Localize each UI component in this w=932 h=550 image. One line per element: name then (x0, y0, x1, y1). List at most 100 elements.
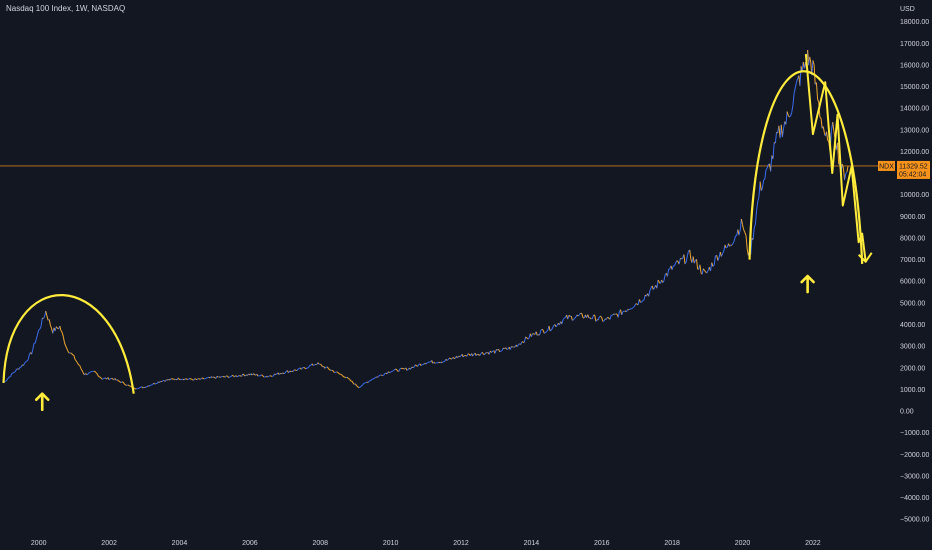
price-segment (589, 317, 592, 320)
price-segment (743, 229, 746, 233)
price-segment (530, 333, 534, 337)
price-segment (392, 369, 395, 372)
price-segment (516, 344, 519, 347)
price-segment (301, 367, 304, 370)
price-segment (475, 353, 478, 357)
up-arrow-icon (800, 274, 815, 294)
price-segment (319, 363, 322, 366)
price-series (3, 49, 849, 390)
price-segment (393, 368, 396, 371)
price-segment (262, 375, 265, 378)
price-segment (587, 314, 590, 319)
price-segment (224, 375, 227, 378)
price-segment (545, 331, 548, 334)
price-segment (348, 378, 350, 380)
y-tick-label: −2000.00 (900, 452, 929, 459)
price-segment (148, 384, 151, 387)
price-segment (486, 351, 489, 354)
price-segment (242, 373, 245, 376)
price-segment (525, 336, 528, 339)
price-segment (643, 294, 646, 301)
price-segment (426, 361, 429, 364)
price-segment (141, 386, 144, 389)
price-segment (94, 371, 97, 374)
price-segment (819, 117, 822, 119)
price-segment (194, 378, 197, 380)
x-tick-label: 2018 (664, 540, 680, 547)
price-segment (758, 181, 761, 197)
price-segment (630, 307, 633, 310)
price-segment (523, 336, 526, 343)
price-segment (391, 370, 394, 372)
price-segment (24, 361, 27, 364)
price-segment (357, 386, 360, 389)
price-segment (832, 122, 835, 132)
price-segment (383, 373, 386, 376)
price-segment (12, 371, 15, 374)
y-tick-label: 15000.00 (900, 84, 929, 91)
price-segment (297, 367, 300, 370)
price-segment (192, 379, 194, 381)
price-segment (425, 362, 428, 365)
price-segment (335, 371, 337, 373)
price-segment (479, 353, 482, 356)
price-segment (774, 132, 778, 144)
price-segment (713, 255, 716, 266)
price-segment (541, 328, 544, 331)
price-segment (625, 309, 629, 313)
price-segment (706, 270, 709, 274)
price-segment (167, 378, 170, 381)
symbol-badge (878, 160, 895, 171)
price-segment (119, 381, 122, 384)
price-segment (812, 60, 815, 65)
price-segment (213, 376, 215, 379)
price-segment (351, 380, 354, 384)
price-segment (254, 374, 256, 376)
price-segment (243, 374, 246, 377)
price-segment (488, 350, 491, 355)
arc-annotation (748, 70, 864, 264)
price-segment (189, 377, 192, 380)
price-segment (723, 244, 726, 252)
price-segment (35, 334, 39, 339)
price-segment (284, 370, 287, 374)
price-segment (494, 349, 497, 354)
price-segment (685, 255, 688, 263)
price-segment (202, 377, 205, 380)
price-segment (744, 232, 747, 236)
price-segment (349, 378, 352, 382)
annotations (2, 53, 873, 412)
price-segment (433, 361, 436, 364)
price-segment (689, 249, 692, 260)
price-segment (152, 382, 155, 385)
price-segment (555, 324, 558, 328)
price-segment (61, 332, 64, 337)
price-segment (595, 319, 598, 322)
y-tick-label: 9000.00 (900, 214, 925, 221)
price-segment (352, 382, 355, 385)
price-segment (48, 319, 51, 326)
price-segment (704, 270, 706, 273)
price-segment (336, 371, 339, 373)
y-tick-label: −1000.00 (900, 430, 929, 437)
price-segment (731, 243, 734, 246)
price-segment (85, 373, 88, 376)
price-segment (600, 315, 603, 319)
price-segment (753, 223, 756, 228)
price-segment (657, 279, 660, 283)
price-segment (373, 377, 376, 380)
price-value: 11329.52 (899, 163, 928, 170)
price-segment (420, 364, 423, 367)
price-segment (292, 369, 295, 372)
price-segment (765, 167, 768, 171)
price-segment (156, 381, 159, 384)
price-segment (570, 315, 573, 321)
y-tick-label: 4000.00 (900, 322, 925, 329)
price-segment (248, 373, 251, 376)
price-segment (381, 374, 383, 377)
price-segment (827, 139, 830, 142)
price-segment (324, 366, 327, 369)
price-segment (67, 351, 70, 354)
y-tick-label: 3000.00 (900, 344, 925, 351)
